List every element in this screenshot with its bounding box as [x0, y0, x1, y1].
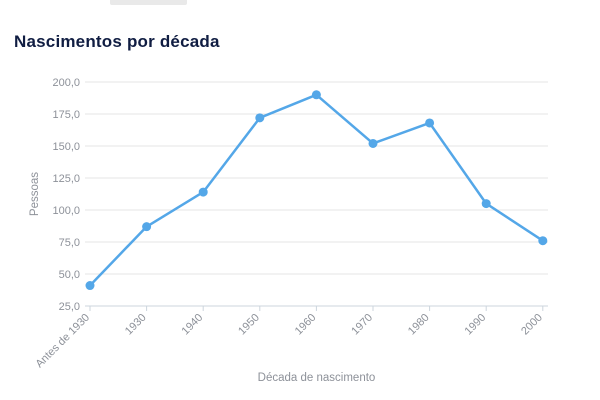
y-tick-label: 200,0 — [52, 77, 80, 89]
y-tick-label: 175,0 — [52, 109, 80, 121]
data-point[interactable] — [198, 187, 208, 197]
x-tick-label: 1950 — [236, 312, 262, 338]
chart-title: Nascimentos por década — [14, 32, 220, 51]
y-tick-label: 100,0 — [52, 205, 80, 217]
y-tick-label: 75,0 — [59, 237, 80, 249]
data-point[interactable] — [255, 113, 265, 123]
x-tick-label: 1970 — [349, 312, 375, 338]
x-tick-label: 1930 — [123, 312, 149, 338]
y-axis-title: Pessoas — [29, 172, 41, 216]
data-point[interactable] — [425, 118, 435, 128]
data-point[interactable] — [85, 281, 95, 291]
x-tick-label: 1940 — [180, 312, 206, 338]
y-tick-label: 150,0 — [52, 141, 80, 153]
x-tick-label: Antes de 1930 — [33, 312, 92, 371]
x-tick-label: 1960 — [293, 312, 319, 338]
y-tick-label: 125,0 — [52, 173, 80, 185]
x-tick-label: 1980 — [406, 312, 432, 338]
data-point[interactable] — [311, 90, 321, 100]
top-cropped-element — [110, 0, 187, 5]
x-tick-label: 2000 — [519, 312, 545, 338]
y-tick-label: 25,0 — [59, 301, 80, 313]
data-point[interactable] — [481, 199, 491, 209]
x-axis-title: Década de nascimento — [258, 372, 376, 384]
data-point[interactable] — [538, 236, 548, 246]
series-line — [88, 93, 545, 287]
x-tick-label: 1990 — [463, 312, 489, 338]
data-point[interactable] — [142, 222, 152, 232]
y-tick-label: 50,0 — [59, 269, 80, 281]
data-point[interactable] — [368, 138, 378, 148]
